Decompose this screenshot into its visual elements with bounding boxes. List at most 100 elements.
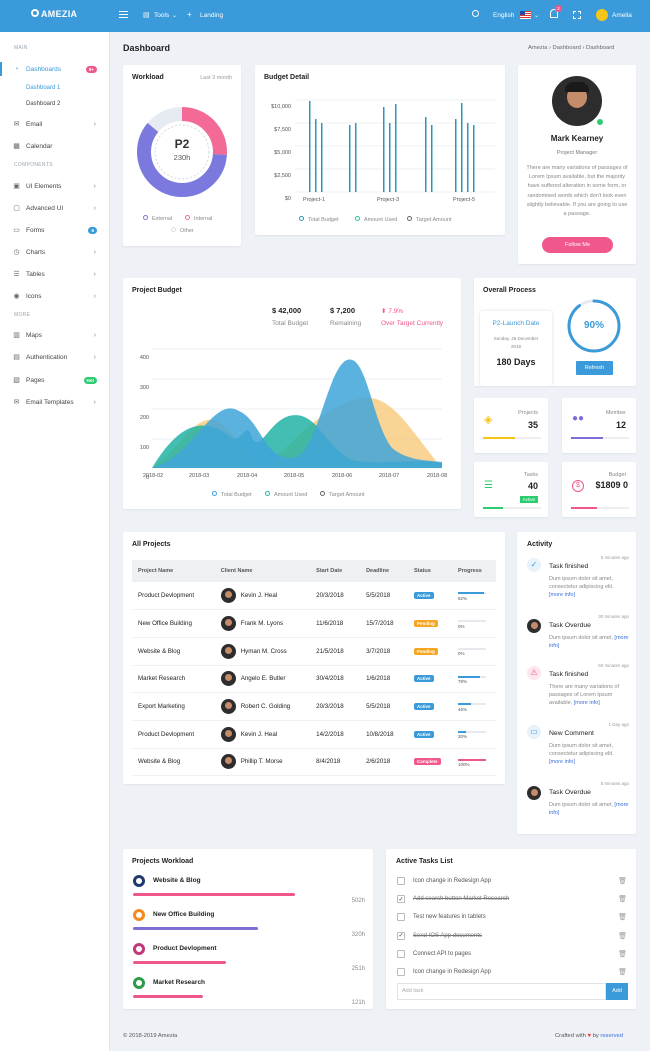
tools-menu[interactable]: Tools bbox=[154, 12, 170, 19]
search-icon[interactable] bbox=[472, 10, 479, 17]
legend-label: External bbox=[152, 216, 173, 222]
sidebar-item-email-templates[interactable]: ✉ Email Templates › bbox=[0, 395, 110, 409]
task-item[interactable]: ✓ Add search button Market Research 🗑 bbox=[397, 890, 631, 908]
sidebar-item-icons[interactable]: ◉ Icons › bbox=[0, 289, 110, 303]
legend-label: Total Budget bbox=[308, 217, 339, 223]
bar bbox=[461, 103, 463, 192]
sidebar-item-dashboard-1[interactable]: Dashboard 1 bbox=[26, 85, 61, 91]
sidebar-item-dashboards[interactable]: ◔ Dashboards 9+ bbox=[0, 62, 110, 76]
trash-icon[interactable]: 🗑 bbox=[618, 932, 627, 940]
sidebar-item-tables[interactable]: ☰ Tables › bbox=[0, 267, 110, 281]
add-task-input[interactable]: Add task bbox=[397, 983, 606, 1000]
total-budget-value: $ 42,000 bbox=[272, 306, 302, 315]
deadline: 10/8/2018 bbox=[360, 720, 408, 749]
workload-item: Website & Blog 502h bbox=[133, 873, 365, 904]
sidebar-item-forms[interactable]: ▭ Forms 6 bbox=[0, 223, 110, 237]
table-row[interactable]: Website & Blog Phillip T. Morse 8/4/2018 2/… bbox=[132, 748, 496, 777]
x-tick: 2018-08 bbox=[427, 473, 448, 479]
task-checkbox[interactable] bbox=[397, 949, 405, 958]
project-name: Product Devlopment bbox=[132, 720, 215, 749]
sidebar-item-maps[interactable]: ▥ Maps › bbox=[0, 328, 110, 342]
sidebar-item-email[interactable]: ✉ Email › bbox=[0, 117, 110, 131]
trash-icon[interactable]: 🗑 bbox=[618, 896, 627, 904]
bar bbox=[309, 101, 311, 192]
more-info-link[interactable]: [more info] bbox=[549, 802, 629, 816]
progress-bar bbox=[458, 648, 486, 651]
progress-cell: 78% bbox=[452, 665, 496, 694]
table-row[interactable]: Product Devlopment Kevin J. Heal 14/2/2018… bbox=[132, 720, 496, 749]
column-header[interactable]: Project Name bbox=[132, 560, 215, 582]
card-title: Overall Process bbox=[483, 287, 536, 294]
y-axis: $10,000 $7,500 $5,000 $2,500 $0 bbox=[267, 96, 291, 211]
follow-button[interactable]: Follow Me bbox=[542, 237, 613, 253]
column-header[interactable]: Deadline bbox=[360, 560, 408, 582]
task-checkbox[interactable] bbox=[397, 877, 405, 885]
more-info-link[interactable]: [more info] bbox=[549, 759, 575, 765]
sidebar-item-calendar[interactable]: ▦ Calendar bbox=[0, 139, 110, 153]
trash-icon[interactable]: 🗑 bbox=[618, 914, 627, 922]
task-checkbox[interactable] bbox=[397, 968, 405, 976]
breadcrumb-item[interactable]: Amezia bbox=[528, 45, 548, 51]
legend-internal: Internal bbox=[185, 215, 212, 222]
add-task-button[interactable]: Add bbox=[606, 983, 628, 1000]
activity-desc-text: There are many variations of passages of… bbox=[549, 684, 620, 706]
dollar-icon: $ bbox=[572, 480, 584, 492]
trash-icon[interactable]: 🗑 bbox=[618, 969, 627, 976]
activity-desc: Dum ipsum dolor sit amet, [more info] bbox=[549, 634, 629, 650]
task-item[interactable]: Icon change in Redesign App 🗑 bbox=[397, 872, 631, 890]
activity-time: 5 minutes ago bbox=[600, 555, 629, 560]
task-checkbox[interactable]: ✓ bbox=[397, 931, 405, 940]
breadcrumb-item[interactable]: Dashboard bbox=[552, 45, 581, 51]
stat-card-tasks: ☰ Tasks 40 Active bbox=[474, 462, 548, 517]
trash-icon[interactable]: 🗑 bbox=[618, 878, 627, 885]
footer-link[interactable]: reserved bbox=[600, 1033, 623, 1039]
legend-external: External bbox=[143, 215, 172, 222]
column-header[interactable]: Client Name bbox=[214, 560, 311, 582]
activity-title: Task finished bbox=[549, 671, 589, 678]
task-checkbox[interactable]: ✓ bbox=[397, 895, 405, 904]
refresh-button[interactable]: Refresh bbox=[576, 361, 613, 375]
task-checkbox[interactable] bbox=[397, 913, 405, 922]
column-header[interactable]: Start Date bbox=[310, 560, 361, 582]
column-header[interactable]: Progress bbox=[452, 560, 496, 582]
trash-icon[interactable]: 🗑 bbox=[618, 950, 627, 958]
table-row[interactable]: New Office Building Frank M. Lyons 11/6/20… bbox=[132, 609, 496, 638]
more-info-link[interactable]: [more info] bbox=[573, 700, 600, 706]
more-info-link[interactable]: [more info] bbox=[549, 635, 629, 649]
user-name[interactable]: Amelia bbox=[612, 12, 632, 19]
landing-link[interactable]: Landing bbox=[200, 12, 224, 19]
workload-hours: 320h bbox=[351, 932, 365, 938]
sidebar-item-charts[interactable]: ◷ Charts › bbox=[0, 245, 110, 259]
task-item[interactable]: Icon change in Redesign App 🗑 bbox=[397, 963, 631, 981]
legend-total-budget: Total Budget bbox=[212, 491, 252, 498]
fullscreen-icon[interactable] bbox=[573, 11, 581, 19]
table-row[interactable]: Market Research Angelo E. Butler 30/4/2018… bbox=[132, 665, 496, 694]
sidebar-item-pages[interactable]: ▧ Pages Hot bbox=[0, 373, 110, 387]
avatar[interactable] bbox=[596, 9, 608, 21]
y-axis: 400 300 200 100 0 bbox=[137, 343, 149, 493]
table-row[interactable]: Product Devlopment Kevin J. Heal 20/3/2018… bbox=[132, 582, 496, 611]
hexagon-icon bbox=[133, 943, 145, 955]
briefcase-icon: ▣ bbox=[13, 183, 20, 190]
sidebar-item-ui-elements[interactable]: ▣ UI Elements › bbox=[0, 179, 110, 193]
project-name: Product Devlopment bbox=[132, 582, 215, 611]
menu-icon[interactable] bbox=[119, 11, 128, 18]
y-tick: $10,000 bbox=[271, 104, 291, 110]
table-row[interactable]: Export Marketing Robert C. Golding 20/3/20… bbox=[132, 692, 496, 721]
sidebar-item-authentication[interactable]: ▤ Authentication › bbox=[0, 350, 110, 364]
task-item[interactable]: Connect API to pages 🗑 bbox=[397, 945, 631, 963]
language-select[interactable]: English bbox=[493, 12, 515, 19]
footer-text: by bbox=[592, 1033, 599, 1039]
more-info-link[interactable]: [more info] bbox=[549, 592, 575, 598]
sidebar-item-advanced-ui[interactable]: ▢ Advanced UI › bbox=[0, 201, 110, 215]
progress-bar bbox=[458, 731, 486, 734]
bell-icon[interactable] bbox=[550, 9, 558, 18]
start-date: 8/4/2018 bbox=[310, 748, 361, 777]
column-header[interactable]: Status bbox=[408, 560, 452, 582]
task-item[interactable]: Test new features in tablets 🗑 bbox=[397, 908, 631, 926]
sidebar-item-dashboard-2[interactable]: Dashboard 2 bbox=[26, 101, 61, 107]
legend-label: Target Amount bbox=[416, 217, 452, 223]
task-item[interactable]: ✓ Send IOS App documents 🗑 bbox=[397, 927, 631, 945]
y-tick: $5,000 bbox=[274, 150, 291, 156]
table-row[interactable]: Website & Blog Hyman M. Cross 21/5/2018 3/7… bbox=[132, 637, 496, 666]
